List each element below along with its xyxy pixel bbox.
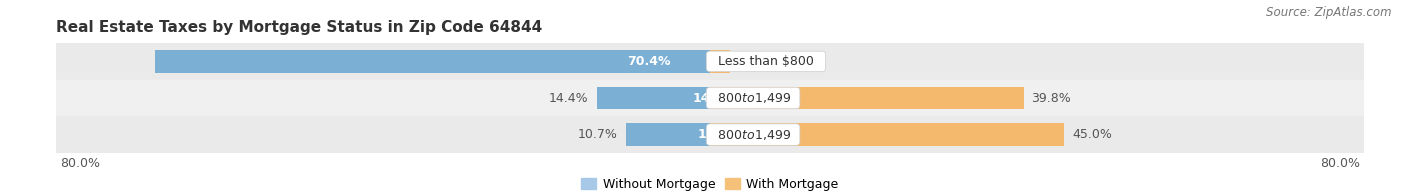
Bar [596, 87, 710, 109]
Text: Less than $800: Less than $800 [710, 55, 823, 68]
Bar [56, 43, 1364, 80]
Legend: Without Mortgage, With Mortgage: Without Mortgage, With Mortgage [576, 173, 844, 196]
Bar [710, 123, 1064, 146]
Text: 10.7%: 10.7% [578, 128, 617, 141]
Bar [710, 50, 730, 73]
Text: $800 to $1,499: $800 to $1,499 [710, 128, 796, 142]
Text: 14.4%: 14.4% [550, 92, 589, 104]
Text: 39.8%: 39.8% [1032, 92, 1071, 104]
Bar [710, 87, 1024, 109]
Bar [156, 50, 710, 73]
Text: $800 to $1,499: $800 to $1,499 [710, 91, 796, 105]
Text: Source: ZipAtlas.com: Source: ZipAtlas.com [1267, 6, 1392, 19]
Bar [56, 80, 1364, 116]
Text: 14.4%: 14.4% [693, 92, 737, 104]
Text: 2.5%: 2.5% [738, 55, 769, 68]
Text: Real Estate Taxes by Mortgage Status in Zip Code 64844: Real Estate Taxes by Mortgage Status in … [56, 20, 543, 35]
Bar [56, 116, 1364, 153]
Text: 70.4%: 70.4% [627, 55, 671, 68]
Text: 45.0%: 45.0% [1073, 128, 1112, 141]
Bar [626, 123, 710, 146]
Text: 10.7%: 10.7% [697, 128, 741, 141]
